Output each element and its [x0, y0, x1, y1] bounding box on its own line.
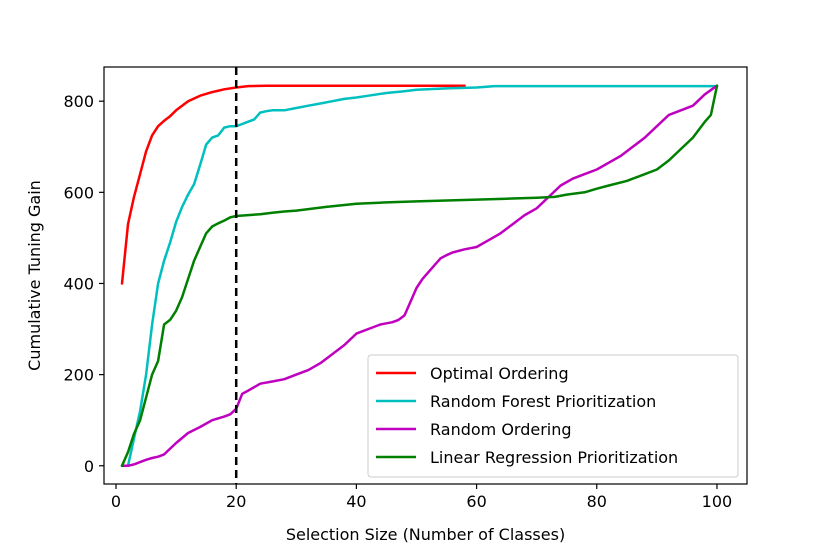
x-axis: 0 20 40 60 80 100: [111, 484, 732, 511]
y-tick-label: 0: [84, 457, 94, 476]
x-tick-label: 0: [111, 492, 121, 511]
legend-label-random-forest-prioritization: Random Forest Prioritization: [430, 392, 656, 411]
y-tick-label: 800: [63, 92, 94, 111]
y-tick-label: 600: [63, 183, 94, 202]
legend-label-random-ordering: Random Ordering: [430, 420, 572, 439]
plot-frame: [103, 66, 748, 485]
series-line-linear-regression-prioritization: [120, 84, 719, 468]
plot-lines: [120, 84, 719, 468]
y-axis: 0 200 400 600 800: [63, 92, 104, 476]
legend: Optimal Ordering Random Forest Prioritiza…: [367, 354, 739, 478]
y-axis-label: Cumulative Tuning Gain: [25, 180, 44, 371]
x-tick-label: 40: [346, 492, 366, 511]
x-axis-label: Selection Size (Number of Classes): [286, 525, 565, 544]
x-tick-label: 100: [702, 492, 733, 511]
legend-label-optimal-ordering: Optimal Ordering: [430, 364, 569, 383]
y-tick-label: 200: [63, 366, 94, 385]
series-line-random-forest-prioritization: [126, 84, 719, 468]
series-line-optimal-ordering: [120, 84, 466, 285]
x-tick-label: 20: [226, 492, 246, 511]
series-line-random-ordering: [120, 84, 719, 468]
legend-box: [367, 354, 739, 478]
x-tick-label: 60: [466, 492, 486, 511]
legend-label-linear-regression-prioritization: Linear Regression Prioritization: [430, 448, 678, 467]
y-tick-label: 400: [63, 274, 94, 293]
x-tick-label: 80: [587, 492, 607, 511]
